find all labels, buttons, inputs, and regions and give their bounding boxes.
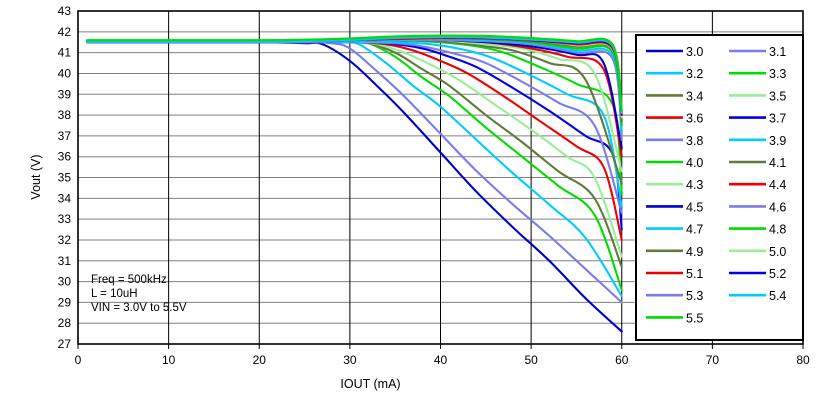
legend-label-5.4: 5.4 [769, 289, 786, 303]
legend-label-4.6: 4.6 [769, 200, 786, 214]
legend-entry-3.4[interactable]: 3.4 [646, 89, 703, 103]
legend-entry-3.8[interactable]: 3.8 [646, 134, 703, 148]
legend-label-5.5: 5.5 [686, 311, 703, 325]
legend-label-3.2: 3.2 [686, 67, 703, 81]
x-axis-tick-label: 60 [615, 353, 629, 367]
legend-entry-3.6[interactable]: 3.6 [646, 112, 703, 126]
x-axis-title: IOUT (mA) [340, 377, 400, 391]
x-axis-tick-label: 0 [75, 353, 82, 367]
legend-entry-5.2[interactable]: 5.2 [729, 267, 786, 281]
legend-label-3.3: 3.3 [769, 67, 786, 81]
legend-entry-3.3[interactable]: 3.3 [729, 67, 786, 81]
annotation-line: L = 10uH [91, 288, 138, 300]
y-axis-tick-label: 29 [58, 295, 72, 309]
legend-entry-4.0[interactable]: 4.0 [646, 156, 703, 170]
y-axis: 27 28 29 30 31 32 33 34 35 36 37 38 39 40 41 42 43 [58, 4, 72, 351]
legend-label-5.2: 5.2 [769, 267, 786, 281]
legend-entry-4.5[interactable]: 4.5 [646, 200, 703, 214]
legend-entry-3.5[interactable]: 3.5 [729, 89, 786, 103]
y-axis-tick-label: 40 [58, 66, 72, 80]
legend-label-4.1: 4.1 [769, 156, 786, 170]
legend-entry-5.4[interactable]: 5.4 [729, 289, 786, 303]
legend-label-3.9: 3.9 [769, 134, 786, 148]
legend-entry-5.3[interactable]: 5.3 [646, 289, 703, 303]
y-axis-tick-label: 33 [58, 212, 72, 226]
legend-label-4.3: 4.3 [686, 178, 703, 192]
legend-label-3.5: 3.5 [769, 89, 786, 103]
legend-entry-4.6[interactable]: 4.6 [729, 200, 786, 214]
legend-label-4.4: 4.4 [769, 178, 786, 192]
x-axis: 0 10 20 30 40 50 60 70 80 [75, 344, 810, 367]
annotation-line: VIN = 3.0V to 5.5V [91, 302, 187, 314]
legend-entry-3.9[interactable]: 3.9 [729, 134, 786, 148]
legend-entry-5.5[interactable]: 5.5 [646, 311, 703, 325]
legend-entry-5.1[interactable]: 5.1 [646, 267, 703, 281]
x-axis-tick-label: 70 [706, 353, 720, 367]
legend-entry-4.7[interactable]: 4.7 [646, 223, 703, 237]
x-axis-tick-label: 20 [253, 353, 267, 367]
x-axis-tick-label: 50 [524, 353, 538, 367]
y-axis-tick-label: 27 [58, 337, 72, 351]
y-axis-tick-label: 32 [58, 233, 72, 247]
y-axis-tick-label: 42 [58, 25, 72, 39]
legend-label-3.8: 3.8 [686, 134, 703, 148]
legend-label-3.6: 3.6 [686, 112, 703, 126]
x-axis-tick-label: 30 [343, 353, 357, 367]
legend-entry-3.0[interactable]: 3.0 [646, 45, 703, 59]
legend-label-5.1: 5.1 [686, 267, 703, 281]
legend-entry-3.2[interactable]: 3.2 [646, 67, 703, 81]
x-axis-tick-label: 10 [162, 353, 176, 367]
legend-entry-4.4[interactable]: 4.4 [729, 178, 786, 192]
legend-label-4.9: 4.9 [686, 245, 703, 259]
legend-entry-4.9[interactable]: 4.9 [646, 245, 703, 259]
legend-entry-3.1[interactable]: 3.1 [729, 45, 786, 59]
legend-label-5.3: 5.3 [686, 289, 703, 303]
y-axis-tick-label: 38 [58, 108, 72, 122]
annotation-block: Freq = 500kHz L = 10uH VIN = 3.0V to 5.5V [91, 274, 187, 314]
y-axis-tick-label: 39 [58, 87, 72, 101]
y-axis-title: Vout (V) [29, 154, 43, 199]
legend-label-3.0: 3.0 [686, 45, 703, 59]
legend-entry-3.7[interactable]: 3.7 [729, 112, 786, 126]
y-axis-tick-label: 35 [58, 171, 72, 185]
y-axis-tick-label: 41 [58, 46, 72, 60]
y-axis-tick-label: 36 [58, 150, 72, 164]
legend-entry-4.1[interactable]: 4.1 [729, 156, 786, 170]
legend: 3.0 3.1 3.2 3.3 3.4 3.5 3.6 3.7 3.8 3.9 4.0 4.1 4.3 4… [635, 34, 804, 341]
legend-entry-5.0[interactable]: 5.0 [729, 245, 786, 259]
legend-label-4.0: 4.0 [686, 156, 703, 170]
legend-label-4.5: 4.5 [686, 200, 703, 214]
legend-entry-4.8[interactable]: 4.8 [729, 223, 786, 237]
x-axis-tick-label: 40 [434, 353, 448, 367]
legend-box [635, 34, 804, 341]
legend-label-3.4: 3.4 [686, 89, 703, 103]
legend-label-4.7: 4.7 [686, 223, 703, 237]
y-axis-tick-label: 37 [58, 129, 72, 143]
y-axis-tick-label: 31 [58, 254, 72, 268]
annotation-line: Freq = 500kHz [91, 274, 167, 286]
y-axis-tick-label: 34 [58, 191, 72, 205]
y-axis-tick-label: 28 [58, 316, 72, 330]
series-line-5.5 [86, 34, 623, 112]
legend-label-4.8: 4.8 [769, 223, 786, 237]
legend-label-3.1: 3.1 [769, 45, 786, 59]
legend-label-3.7: 3.7 [769, 112, 786, 126]
series-group [86, 34, 623, 333]
legend-label-5.0: 5.0 [769, 245, 786, 259]
y-axis-tick-label: 43 [58, 4, 72, 18]
x-axis-tick-label: 80 [796, 353, 810, 367]
y-axis-tick-label: 30 [58, 275, 72, 289]
legend-entry-4.3[interactable]: 4.3 [646, 178, 703, 192]
